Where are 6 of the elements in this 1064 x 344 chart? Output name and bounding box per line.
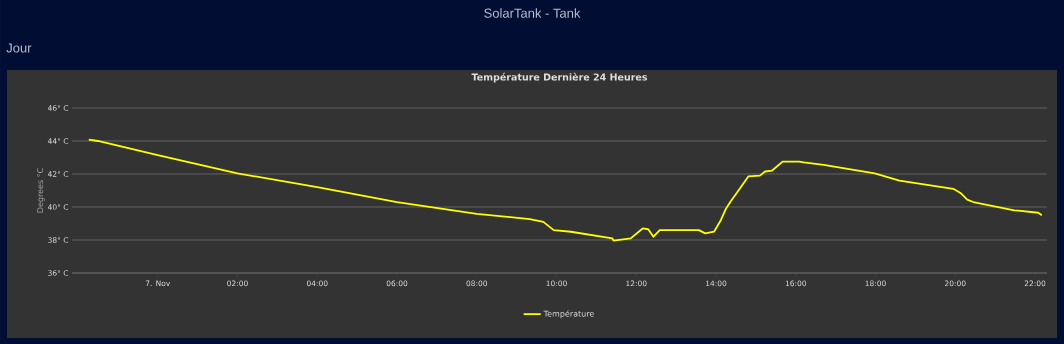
text: Jour (6, 43, 32, 53)
legend-label: Température (543, 310, 594, 319)
line-series (87, 138, 1043, 242)
chart-title: Température Dernière 24 Heures (471, 72, 648, 83)
text: SolarTank - Tank (484, 8, 581, 18)
y-axis-title: Degrees °C (37, 168, 45, 213)
